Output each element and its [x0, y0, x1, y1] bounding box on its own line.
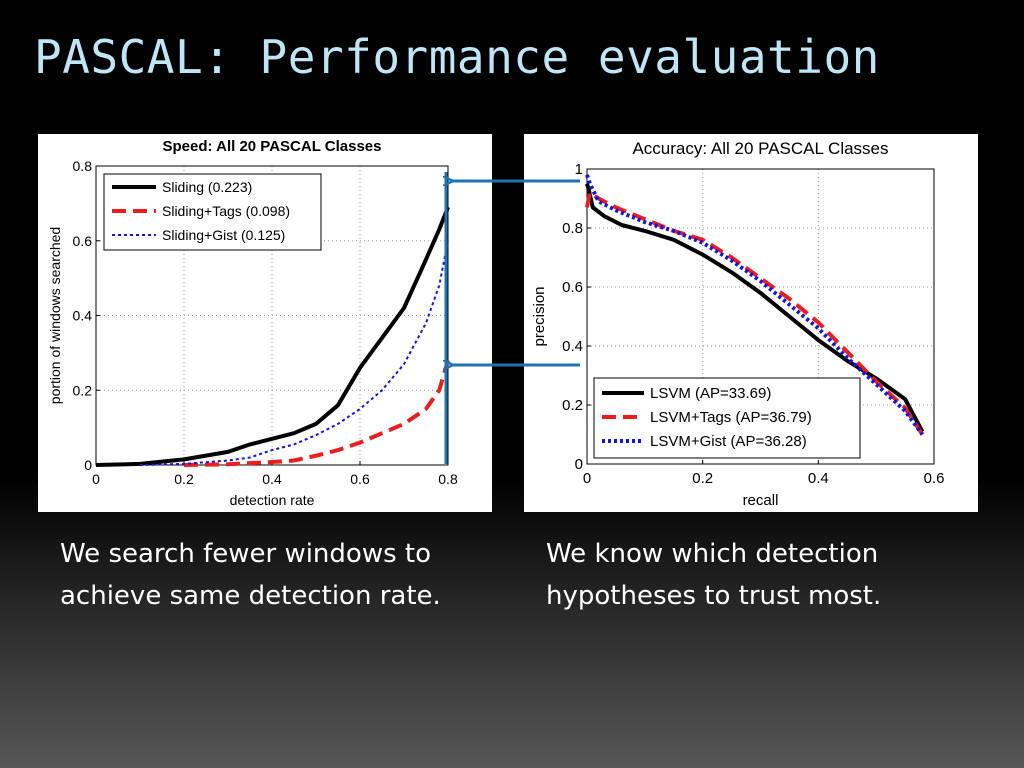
x-tick-label: 0: [583, 470, 591, 487]
y-tick-label: 0.6: [562, 279, 583, 296]
y-tick-label: 0.2: [562, 397, 583, 414]
plot-frame: [586, 168, 935, 465]
y-tick-label: 0.4: [562, 338, 583, 355]
legend-box: [593, 377, 861, 459]
slide-title: PASCAL: Performance evaluation: [34, 30, 880, 84]
series-line-1: [183, 359, 450, 467]
speed-chart-svg: 0 0.2 0.4 0.6 0.8 0 0.2 0.4 0.6 0.8 Speed: All 20 …: [47, 138, 458, 508]
caption-right: We know which detection hypotheses to tr…: [546, 539, 882, 611]
y-tick-label: 0: [84, 457, 92, 473]
accuracy-chart: 0 0.2 0.4 0.6 0 0.2 0.4 0.6 0.8 1 Accuracy: All 20…: [524, 134, 978, 512]
caption-left: We search fewer windows to achieve same …: [60, 539, 441, 611]
y-axis-label: precision: [531, 286, 548, 346]
series-line-2: [585, 174, 925, 436]
series-line-0: [585, 183, 925, 433]
x-axis-label: recall: [743, 492, 779, 509]
x-tick-label: 0.6: [924, 470, 945, 487]
x-tick-label: 0.4: [262, 471, 282, 487]
x-tick-label: 0.6: [350, 471, 370, 487]
chart-title: Accuracy: All 20 PASCAL Classes: [632, 139, 888, 158]
legend-label: LSVM (AP=33.69): [650, 385, 771, 402]
x-tick-label: 0.2: [174, 471, 194, 487]
series-line-0: [95, 206, 450, 467]
legend-label: LSVM+Gist (AP=36.28): [650, 433, 807, 450]
y-axis-label: portion of windows searched: [47, 227, 63, 404]
y-tick-label: 0.6: [73, 233, 93, 249]
y-tick-label: 0.2: [73, 382, 93, 398]
x-axis-label: detection rate: [230, 492, 315, 508]
chart-title: Speed: All 20 PASCAL Classes: [163, 138, 382, 155]
y-tick-label: 1: [575, 161, 583, 178]
x-tick-label: 0.4: [808, 470, 829, 487]
series-line-2: [139, 240, 449, 466]
y-tick-label: 0: [575, 456, 583, 473]
legend-label: Sliding+Tags (0.098): [162, 203, 290, 219]
x-tick-label: 0.2: [692, 470, 713, 487]
y-tick-label: 0.4: [73, 308, 93, 324]
x-tick-label: 0.8: [438, 471, 458, 487]
legend-label: LSVM+Tags (AP=36.79): [650, 409, 812, 426]
accuracy-chart-svg: 0 0.2 0.4 0.6 0 0.2 0.4 0.6 0.8 1 Accuracy: All 20…: [531, 139, 945, 509]
y-tick-label: 0.8: [73, 158, 93, 174]
series-line-1: [585, 190, 925, 436]
y-tick-label: 0.8: [562, 220, 583, 237]
x-tick-label: 0: [92, 471, 100, 487]
legend-label: Sliding+Gist (0.125): [162, 227, 285, 243]
speed-chart: 0 0.2 0.4 0.6 0.8 0 0.2 0.4 0.6 0.8 Speed: All 20 …: [38, 134, 492, 512]
legend-label: Sliding (0.223): [162, 179, 252, 195]
